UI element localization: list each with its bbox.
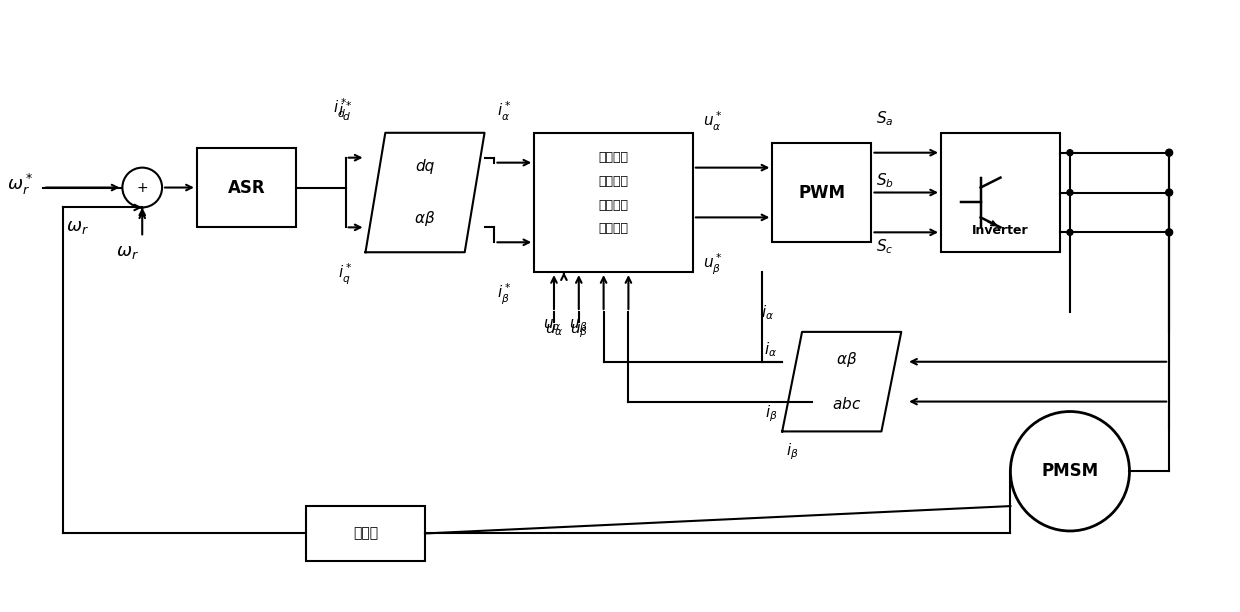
Text: $u_\alpha^*$: $u_\alpha^*$ [703, 110, 723, 133]
Text: $i_\alpha^*$: $i_\alpha^*$ [497, 100, 512, 123]
FancyBboxPatch shape [773, 143, 872, 242]
Circle shape [1066, 190, 1073, 195]
Text: $S_b$: $S_b$ [877, 171, 894, 190]
Circle shape [1066, 230, 1073, 236]
Text: $abc$: $abc$ [832, 395, 862, 411]
Text: $i_q^*$: $i_q^*$ [339, 262, 353, 287]
Text: $\alpha\beta$: $\alpha\beta$ [836, 350, 857, 369]
Text: $i_d^*$: $i_d^*$ [339, 100, 353, 123]
Text: PWM: PWM [799, 184, 846, 201]
Text: $u_\alpha$  $u_\beta$: $u_\alpha$ $u_\beta$ [543, 317, 589, 335]
Text: 状态观测: 状态观测 [599, 175, 629, 188]
Circle shape [1066, 150, 1073, 155]
Text: 基于扩张: 基于扩张 [599, 151, 629, 165]
Circle shape [1166, 229, 1173, 236]
Text: dq: dq [415, 159, 435, 174]
Text: $u_\alpha$: $u_\alpha$ [544, 322, 563, 338]
Text: Inverter: Inverter [972, 225, 1029, 237]
Text: $i_\alpha$: $i_\alpha$ [761, 303, 774, 322]
Circle shape [1166, 149, 1173, 156]
Text: 控制算法: 控制算法 [599, 222, 629, 236]
Text: $\alpha\beta$: $\alpha\beta$ [414, 209, 435, 228]
Text: $i_\beta^*$: $i_\beta^*$ [497, 282, 512, 307]
Text: $i_\beta$: $i_\beta$ [786, 441, 799, 462]
FancyBboxPatch shape [197, 147, 296, 228]
Text: 器的预测: 器的预测 [599, 199, 629, 212]
Text: $S_c$: $S_c$ [877, 237, 894, 256]
FancyBboxPatch shape [941, 133, 1060, 252]
Text: $\omega_r^*$: $\omega_r^*$ [6, 172, 33, 197]
FancyBboxPatch shape [534, 133, 693, 272]
Circle shape [1166, 189, 1173, 196]
Text: $i_\beta$: $i_\beta$ [765, 403, 777, 424]
Text: ASR: ASR [228, 179, 265, 196]
Text: $i_\alpha$: $i_\alpha$ [764, 340, 777, 359]
Text: $\omega_r$: $\omega_r$ [115, 243, 139, 261]
Text: +: + [136, 181, 148, 195]
Text: PMSM: PMSM [1042, 462, 1099, 480]
Text: $S_a$: $S_a$ [877, 109, 894, 128]
Text: $u_\beta^*$: $u_\beta^*$ [703, 252, 723, 277]
Text: 编码器: 编码器 [353, 526, 378, 540]
Text: $i_d^*$: $i_d^*$ [334, 96, 348, 119]
FancyBboxPatch shape [306, 506, 425, 561]
Polygon shape [782, 332, 901, 431]
Polygon shape [366, 133, 485, 252]
Text: $u_\beta$: $u_\beta$ [569, 322, 588, 340]
Text: $\omega_r$: $\omega_r$ [66, 218, 89, 236]
